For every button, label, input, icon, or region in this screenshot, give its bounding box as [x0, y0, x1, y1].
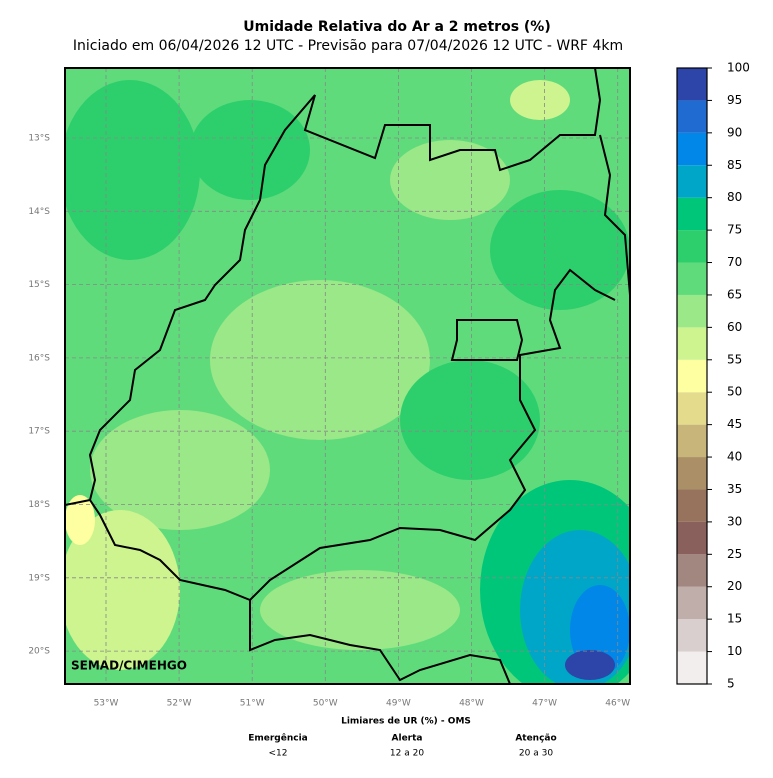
colorbar-tick-label: 45 — [727, 417, 742, 431]
colorbar-tick-label: 5 — [727, 677, 735, 691]
colorbar-tick-label: 65 — [727, 287, 742, 301]
lat-label: 19°S — [28, 573, 50, 583]
lat-label: 17°S — [28, 427, 50, 437]
lon-label: 48°W — [459, 699, 484, 709]
colorbar-tick-label: 95 — [727, 93, 742, 107]
lon-label: 50°W — [313, 699, 338, 709]
colorbar-tick-label: 20 — [727, 579, 742, 593]
lat-label: 13°S — [28, 134, 50, 144]
lat-label: 18°S — [28, 500, 50, 510]
colorbar-segment — [677, 132, 707, 166]
borders — [65, 68, 630, 684]
colorbar-tick-label: 85 — [727, 158, 742, 172]
colorbar-segment — [677, 619, 707, 652]
colorbar-segment — [677, 68, 707, 101]
thresholds: Emergência <12 Alerta 12 a 20 Atenção 20 a 30 — [248, 733, 556, 759]
colorbar-tick-label: 40 — [727, 450, 742, 464]
lon-label: 53°W — [94, 699, 119, 709]
threshold-name: Atenção — [515, 734, 556, 744]
colorbar-segment — [677, 651, 707, 684]
colorbar-segment — [677, 327, 707, 360]
colorbar-tick-label: 35 — [727, 482, 742, 496]
colorbar-tick-label: 75 — [727, 223, 742, 237]
subtitle: Iniciado em 06/04/2026 12 UTC - Previsão… — [73, 38, 623, 54]
colorbar-segment — [677, 165, 707, 198]
colorbar: 5 10 15 20 25 30 35 40 45 50 55 60 65 70 75 80 85 90 95 100 — [676, 61, 750, 691]
colorbar-segment — [677, 230, 707, 263]
colorbar-tick-label: 30 — [727, 514, 742, 528]
colorbar-tick-label: 60 — [727, 320, 742, 334]
colorbar-segment — [677, 359, 707, 393]
map: SEMAD/CIMEHGO — [64, 67, 631, 685]
lon-label: 52°W — [167, 699, 192, 709]
colorbar-segment — [677, 424, 707, 458]
lat-label: 14°S — [28, 207, 50, 217]
credit: SEMAD/CIMEHGO — [71, 659, 187, 673]
colorbar-segment — [677, 392, 707, 425]
lon-label: 49°W — [386, 699, 411, 709]
threshold-range: 12 a 20 — [390, 749, 424, 759]
lon-label: 46°W — [605, 699, 630, 709]
colorbar-tick-label: 50 — [727, 385, 742, 399]
colorbar-tick-label: 80 — [727, 190, 742, 204]
lat-label: 20°S — [28, 647, 50, 657]
colorbar-tick-label: 25 — [727, 547, 742, 561]
lat-label: 15°S — [28, 280, 50, 290]
colorbar-segment — [677, 586, 707, 620]
colorbar-tick-label: 10 — [727, 644, 742, 658]
threshold-range: <12 — [269, 749, 288, 759]
colorbar-segment — [677, 521, 707, 555]
colorbar-tick-label: 55 — [727, 352, 742, 366]
colorbar-tick-label: 15 — [727, 612, 742, 626]
colorbar-frame — [676, 67, 708, 685]
colorbar-segment — [677, 554, 707, 587]
title: Umidade Relativa do Ar a 2 metros (%) — [243, 19, 550, 35]
grid — [65, 68, 630, 684]
thresholds-title: Limiares de UR (%) - OMS — [341, 717, 471, 727]
threshold-name: Alerta — [392, 734, 423, 744]
colorbar-tick-label: 90 — [727, 125, 742, 139]
lon-label: 51°W — [240, 699, 265, 709]
colorbar-segment — [677, 197, 707, 231]
colorbar-segment — [677, 262, 707, 295]
threshold-name: Emergência — [248, 733, 308, 744]
colorbar-segment — [677, 489, 707, 522]
lon-label: 47°W — [532, 699, 557, 709]
colorbar-tick-label: 100 — [727, 61, 750, 75]
colorbar-segment — [677, 100, 707, 133]
lat-label: 16°S — [28, 353, 50, 363]
threshold-range: 20 a 30 — [519, 749, 553, 759]
colorbar-segment — [677, 457, 707, 490]
colorbar-tick-label: 70 — [727, 255, 742, 269]
colorbar-segment — [677, 294, 707, 328]
